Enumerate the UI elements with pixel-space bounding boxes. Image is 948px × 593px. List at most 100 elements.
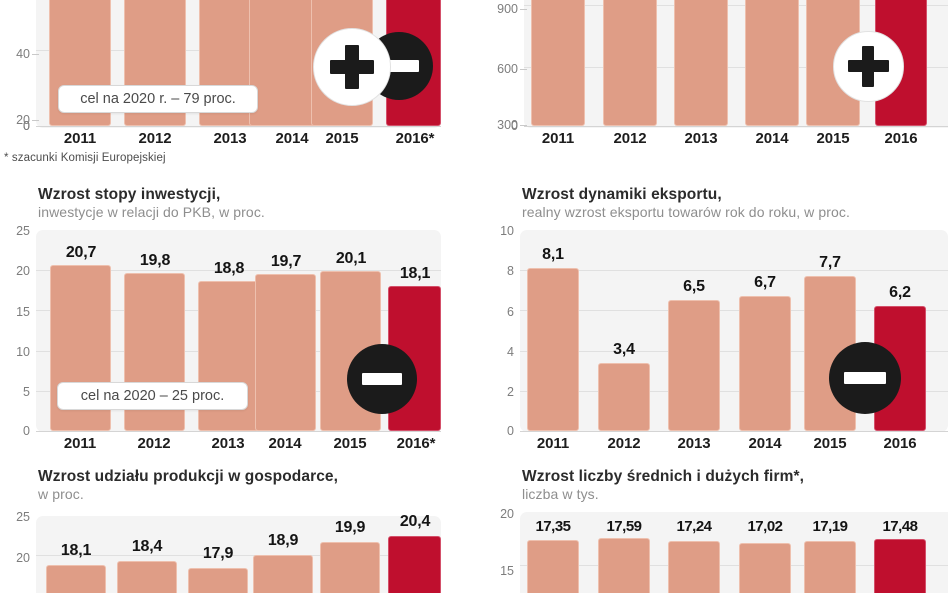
bar-value-2014: 17,02 xyxy=(747,518,783,535)
chart-panel-investment-rate: Wzrost stopy inwestycji, inwestycje w re… xyxy=(0,180,474,460)
bar-2014 xyxy=(253,555,313,593)
bar-value-2016: 18,1 xyxy=(399,265,431,282)
bar-value-2015: 20,1 xyxy=(335,250,367,267)
bar-2012 xyxy=(603,0,657,126)
panel-title: Wzrost dynamiki eksportu, xyxy=(522,186,722,203)
plus-glyph xyxy=(329,44,375,90)
gridline xyxy=(520,391,948,392)
ytick-label-0: 0 xyxy=(23,424,30,438)
ytick-label-600: 600 xyxy=(497,62,518,76)
plus-badge xyxy=(313,28,391,106)
bar-value-2012: 3,4 xyxy=(613,341,635,358)
bar-value-2014: 6,7 xyxy=(754,274,776,291)
bar-value-2011: 18,1 xyxy=(60,542,92,559)
panel-title: Wzrost udziału produkcji w gospodarce, xyxy=(38,468,339,485)
bar-value-2016: 6,2 xyxy=(889,284,911,301)
ytick-label-15: 15 xyxy=(16,305,30,319)
bar-value-2016: 20,4 xyxy=(399,513,431,530)
bar-value-2013: 18,8 xyxy=(213,260,245,277)
bar-2013 xyxy=(668,300,720,431)
axis-baseline xyxy=(36,126,441,127)
xlabel-2011: 2011 xyxy=(541,130,575,147)
ytick-label-20: 20 xyxy=(16,551,30,565)
ytick-label-0: 0 xyxy=(511,119,518,133)
ytick-label-8: 8 xyxy=(507,264,514,278)
ytick-label-5: 5 xyxy=(23,385,30,399)
ytick-label-2: 2 xyxy=(507,385,514,399)
axis-baseline xyxy=(36,431,441,432)
axis-baseline xyxy=(520,431,948,432)
bar-2015 xyxy=(320,542,380,593)
bar-value-2013: 17,9 xyxy=(202,545,234,562)
gridline xyxy=(520,270,948,271)
ytick-label-20: 20 xyxy=(16,264,30,278)
xlabel-2013: 2013 xyxy=(677,435,711,452)
bar-value-2014: 19,7 xyxy=(270,253,302,270)
axis-baseline xyxy=(524,126,948,127)
gridline xyxy=(520,310,948,311)
bar-value-2015: 19,9 xyxy=(334,519,366,536)
ytick-label: 40 xyxy=(16,47,30,61)
ytick-label-0: 0 xyxy=(507,424,514,438)
bar-value-2012: 19,8 xyxy=(139,252,171,269)
xlabel-2012: 2012 xyxy=(137,435,171,452)
ytick-label-25: 25 xyxy=(16,224,30,238)
gridline xyxy=(36,555,441,556)
ytick-label-10: 10 xyxy=(16,345,30,359)
minus-badge xyxy=(829,342,901,414)
xlabel-2013: 2013 xyxy=(211,435,245,452)
xlabel-2013: 2013 xyxy=(684,130,718,147)
bar-2012 xyxy=(598,363,650,431)
bar-2013 xyxy=(668,541,720,593)
ytick-label-zero: 0 xyxy=(23,119,30,133)
xlabel-2014: 2014 xyxy=(748,435,782,452)
panel-subtitle: realny wzrost eksportu towarów rok do ro… xyxy=(522,204,851,220)
bar-2011 xyxy=(527,540,579,593)
ytick-dash xyxy=(32,54,39,55)
xlabel-2016: 2016* xyxy=(395,130,435,147)
ytick-dash xyxy=(32,120,39,121)
xlabel-2013: 2013 xyxy=(213,130,247,147)
plus-glyph xyxy=(848,46,889,87)
bar-2011 xyxy=(531,0,585,126)
ytick-label-4: 4 xyxy=(507,345,514,359)
bar-value-2014: 18,9 xyxy=(267,532,299,549)
ytick-label-6: 6 xyxy=(507,305,514,319)
gridline xyxy=(36,270,441,271)
bar-value-2011: 17,35 xyxy=(535,518,571,535)
xlabel-2015: 2015 xyxy=(325,130,359,147)
gridline xyxy=(520,351,948,352)
bar-2012 xyxy=(598,538,650,593)
bar-value-2015: 17,19 xyxy=(812,518,848,535)
xlabel-2015: 2015 xyxy=(816,130,850,147)
bar-value-2011: 8,1 xyxy=(542,246,564,263)
ytick-dash xyxy=(520,9,527,10)
gridline xyxy=(524,5,948,6)
xlabel-2014: 2014 xyxy=(275,130,309,147)
footnote-employment: * szacunki Komisji Europejskiej xyxy=(4,152,166,164)
ytick-label-900: 900 xyxy=(497,2,518,16)
bar-2013 xyxy=(188,568,248,593)
minus-glyph xyxy=(844,371,886,385)
ytick-dash xyxy=(520,125,527,126)
ytick-label: 0 xyxy=(23,119,30,133)
panel-title: Wzrost stopy inwestycji, xyxy=(38,186,221,203)
panel-subtitle: w proc. xyxy=(38,486,84,502)
bar-value-2013: 6,5 xyxy=(683,278,705,295)
minus-badge xyxy=(347,344,417,414)
xlabel-2015: 2015 xyxy=(333,435,367,452)
xlabel-2012: 2012 xyxy=(613,130,647,147)
xlabel-2011: 2011 xyxy=(536,435,570,452)
xlabel-2012: 2012 xyxy=(607,435,641,452)
bar-2014 xyxy=(739,543,791,593)
xlabel-2011: 2011 xyxy=(63,435,97,452)
bar-value-2016: 17,48 xyxy=(882,518,918,535)
minus-glyph xyxy=(361,373,403,385)
panel-subtitle: liczba w tys. xyxy=(522,486,599,502)
chart-panel-medium-large-firms: Wzrost liczby średnich i dużych firm*, l… xyxy=(474,460,948,593)
xlabel-2016: 2016* xyxy=(396,435,436,452)
chart-panel-employment: 40 20 0 0 2011 2012 2013 2014 2015 2016*… xyxy=(0,0,474,172)
xlabel-2016: 2016 xyxy=(883,435,917,452)
xlabel-2011: 2011 xyxy=(63,130,97,147)
